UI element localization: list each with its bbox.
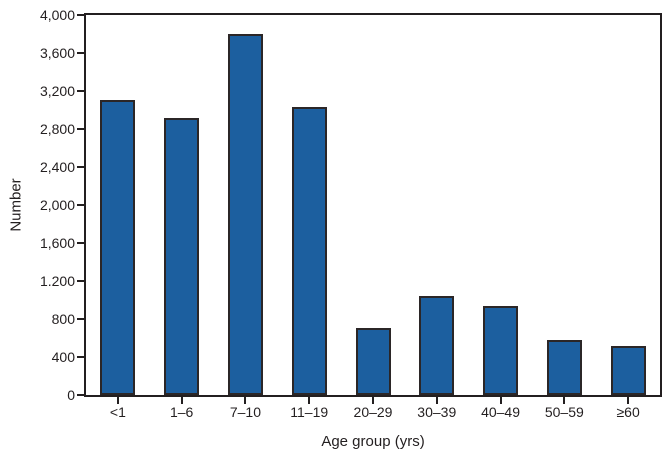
x-tick-label: 11–19 [290,404,329,420]
x-tick-label: 20–29 [353,404,393,420]
bar-3 [227,34,263,395]
x-tick-mark [372,397,374,404]
x-tick-mark [435,397,438,404]
bar-6 [419,296,455,395]
x-tick-label: <1 [109,404,126,420]
x-tick-mark [563,397,566,404]
y-axis-title: Number [7,178,25,232]
y-tick-label: 1.200 [39,273,75,289]
x-tick-mark [308,397,311,404]
y-tick-mark [77,394,84,396]
x-tick-label: 1–6 [169,404,194,420]
x-tick-label: 30–39 [417,404,457,420]
bar-1 [100,99,136,395]
y-tick-mark [77,90,84,92]
plot-area: 0 400 800 1.200 1,600 2,000 2,400 2,800 3,200 3,6… [40,8,662,419]
y-tick-label: 2,000 [39,197,75,213]
y-tick-mark [77,318,84,320]
y-tick-label: 2,400 [39,159,75,175]
bar-5 [355,327,391,395]
bar-8 [546,339,582,395]
x-tick-mark [180,397,183,404]
y-tick-label: 4,000 [39,7,75,23]
y-tick-label: 800 [51,311,75,327]
x-tick-mark [116,397,119,404]
y-tick-mark [77,242,84,244]
y-tick-mark [77,128,84,130]
y-tick-mark [77,356,84,358]
y-tick-label: 1,600 [39,235,75,251]
y-tick-mark [77,14,84,16]
y-tick-mark [77,52,84,54]
y-tick-mark [77,166,84,168]
x-tick-label: 50–59 [544,404,584,420]
y-tick-mark [77,204,84,206]
y-tick-label: 2,800 [39,121,75,137]
x-tick-mark [499,397,502,404]
x-tick-mark [244,397,247,404]
bar-2 [164,117,200,395]
x-tick-mark [627,397,630,404]
y-tick-label: 0 [67,387,75,403]
bar-4 [291,107,327,395]
y-tick-label: 3,600 [39,45,75,61]
bar-7 [483,305,519,395]
bar-9 [610,345,646,395]
x-axis-title: Age group (yrs) [321,433,425,450]
y-tick-label: 3,200 [39,83,75,99]
y-tick-mark [77,280,84,282]
y-tick-label: 400 [51,349,75,365]
x-tick-label: ≥60 [616,404,640,420]
x-tick-label: 7–10 [229,404,262,420]
x-tick-label: 40–49 [481,404,521,420]
